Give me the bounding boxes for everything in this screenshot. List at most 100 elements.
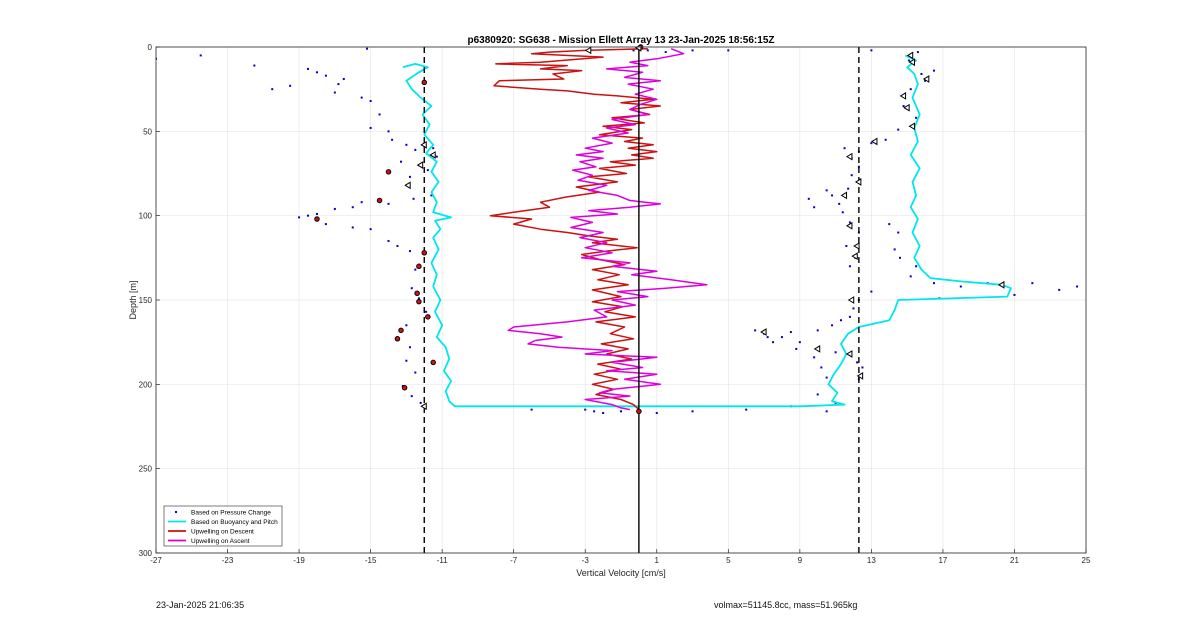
pressure-point: [360, 201, 363, 204]
ascent-marker: [847, 296, 855, 304]
descent-marker: [394, 336, 401, 342]
ascent-marker: [908, 122, 916, 131]
pressure-point: [632, 49, 635, 52]
pressure-point: [387, 239, 390, 242]
pressure-point: [400, 160, 403, 163]
y-axis-label: Depth [m]: [128, 280, 138, 319]
pressure-point: [847, 187, 850, 190]
pressure-point: [425, 310, 428, 313]
pressure-point: [333, 91, 336, 94]
pressure-point: [848, 265, 851, 268]
x-tick-label: -15: [365, 556, 377, 565]
pressure-point: [897, 231, 900, 234]
reference-lines: [423, 47, 860, 553]
pressure-point: [924, 79, 927, 82]
ascent-marker: [851, 252, 858, 261]
descent-marker: [385, 169, 392, 175]
pressure-point: [932, 69, 935, 72]
pressure-point: [745, 408, 748, 411]
pressure-point: [909, 88, 912, 91]
pressure-point: [396, 245, 399, 248]
y-tick-label: 150: [139, 296, 153, 305]
ascent-marker: [760, 328, 767, 336]
pressure-point: [915, 116, 918, 119]
pressure-point: [870, 142, 873, 145]
pressure-point: [426, 169, 429, 172]
ascent-marker: [840, 191, 848, 200]
descent-marker: [376, 197, 383, 204]
pressure-point: [655, 412, 658, 415]
legend-label-3: Upwelling on Ascent: [191, 538, 250, 545]
y-tick-label: 50: [143, 127, 152, 136]
ascent-marker: [853, 242, 860, 250]
descent-marker: [398, 327, 404, 334]
pressure-point: [856, 361, 859, 364]
pressure-point: [593, 410, 596, 413]
ascent-marker: [584, 46, 592, 55]
pressure-point: [307, 214, 310, 217]
ascent-marker: [404, 181, 411, 190]
ascent-marker: [922, 75, 930, 83]
pressure-point: [813, 206, 816, 209]
pressure-point: [816, 329, 819, 332]
legend-box: [163, 505, 283, 547]
descent-marker: [414, 290, 420, 297]
ascent-marker: [908, 58, 916, 67]
pressure-point: [825, 410, 828, 413]
pressure-point: [342, 78, 345, 81]
series-line-2: [489, 47, 662, 411]
pressure-point: [888, 223, 891, 226]
ascent-marker: [856, 372, 864, 380]
pressure-point: [391, 138, 394, 141]
x-tick-label: 21: [1010, 556, 1019, 565]
pressure-point: [369, 99, 372, 102]
pressure-point: [307, 67, 310, 70]
pressure-point: [916, 51, 919, 54]
pressure-point: [408, 250, 411, 253]
descent-marker: [425, 314, 431, 320]
pressure-point: [1013, 293, 1016, 296]
pressure-point: [410, 287, 413, 290]
pressure-point: [848, 315, 851, 318]
pressure-point: [834, 351, 837, 354]
pressure-point: [405, 324, 408, 327]
pressure-point: [430, 194, 433, 197]
descent-marker: [416, 263, 422, 270]
pressure-point: [271, 88, 274, 91]
series-line-3: [507, 48, 708, 411]
pressure-point: [852, 307, 855, 310]
pressure-point: [410, 395, 413, 398]
x-tick-label: 25: [1082, 556, 1091, 565]
pressure-point: [417, 297, 420, 300]
legend-label-0: Based on Pressure Change: [191, 509, 271, 516]
pressure-point: [691, 410, 694, 413]
pressure-point: [850, 174, 853, 177]
x-tick-label: 17: [938, 556, 947, 565]
pressure-point: [831, 194, 834, 197]
y-tick-label: 250: [139, 465, 153, 474]
x-tick-label: 9: [798, 556, 803, 565]
pressure-point: [807, 197, 810, 200]
pressure-point: [857, 165, 860, 168]
pressure-point: [766, 336, 769, 339]
pressure-point: [820, 366, 823, 369]
pressure-point: [825, 376, 828, 379]
y-tick-label: 0: [148, 43, 153, 52]
pressure-point: [902, 105, 905, 108]
pressure-point: [584, 408, 587, 411]
pressure-point: [727, 49, 730, 52]
pressure-point: [893, 248, 896, 251]
pressure-point: [315, 212, 318, 215]
pressure-point: [408, 346, 411, 349]
x-tick-label: -23: [222, 556, 234, 565]
pressure-point: [369, 126, 372, 129]
pressure-point: [870, 49, 873, 52]
pressure-point: [780, 336, 783, 339]
x-tick-label: 13: [867, 556, 876, 565]
pressure-point: [884, 138, 887, 141]
pressure-point: [315, 71, 318, 74]
ascent-marker: [870, 137, 878, 146]
pressure-point: [959, 285, 962, 288]
ascent-marker: [906, 51, 914, 60]
